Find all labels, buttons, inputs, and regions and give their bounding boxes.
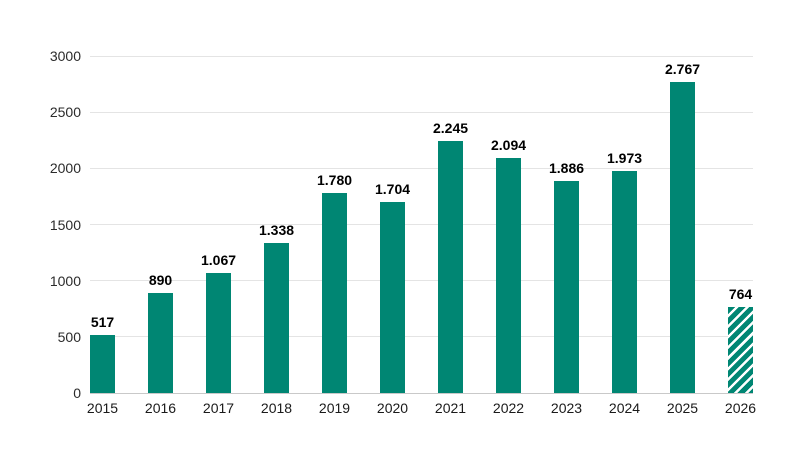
bar-value-label: 1.780 [316,172,353,189]
x-axis-tick-label: 2021 [434,400,467,416]
bar-value-label: 1.973 [606,150,643,167]
bar-group: 764 2026 [725,286,756,416]
bar-value-label: 517 [90,313,115,330]
bar-group: 2.767 2025 [665,61,700,416]
bar-value-label: 1.704 [374,180,411,197]
bar-group: 890 2016 [145,272,176,416]
y-axis-tick-label: 0 [73,385,81,401]
gridline [90,336,753,338]
bar-group: 1.067 2017 [201,252,236,416]
x-axis-tick-label: 2023 [550,400,583,416]
bar [380,201,405,393]
bar-value-label: 890 [148,272,173,289]
x-axis-tick-label: 2016 [144,400,177,416]
x-axis-tick-label: 2017 [202,400,235,416]
gridline [90,392,753,394]
bar-group: 2.094 2022 [491,137,526,416]
y-axis-tick-label: 1000 [49,272,81,289]
gridline [90,224,753,225]
bar [90,334,115,393]
bar [554,181,579,393]
bar-value-label: 2.767 [664,61,701,78]
y-axis-tick-label: 2500 [49,104,81,121]
bar-group: 1.886 2023 [549,160,584,416]
bar [612,171,637,393]
plot-area: 0 500 1000 1500 2000 2500 3000 517 2015 … [50,48,756,416]
x-axis-tick-label: 2015 [86,400,119,416]
x-axis-tick-label: 2022 [492,400,525,416]
bar-group: 1.338 2018 [259,222,294,416]
y-axis-tick-label: 1500 [49,216,81,233]
gridline [90,111,753,113]
bar [438,140,463,393]
x-axis-tick-label: 2024 [608,400,641,416]
bar-value-label: 1.067 [200,252,237,269]
gridline [90,167,753,169]
x-axis-tick-label: 2020 [376,400,409,416]
bar-group: 2.245 2021 [433,120,468,416]
gridline [90,280,753,282]
bar [322,193,347,393]
bar-value-label: 1.338 [258,221,295,238]
bar [728,307,753,393]
x-axis-tick-label: 2019 [318,400,351,416]
bar-group: 1.704 2020 [375,181,410,416]
bars-layer: 517 2015 890 2016 1.067 2017 1.338 2018 … [87,56,756,416]
x-axis-tick-label: 2025 [666,400,699,416]
y-axis-tick-label: 2000 [49,160,81,177]
bar-value-label: 2.094 [490,136,527,153]
bar-group: 1.780 2019 [317,172,352,416]
gridline [90,55,753,57]
bar [496,157,521,393]
x-axis-tick-label: 2018 [260,400,293,416]
bar-value-label: 1.886 [548,160,585,177]
bar-group: 1.973 2024 [607,150,642,416]
x-axis-tick-label: 2026 [724,400,757,416]
y-axis-tick-label: 500 [57,328,81,345]
bar [206,273,231,393]
bar-value-label: 2.245 [432,119,469,136]
bar-value-label: 764 [728,286,753,303]
bar [670,82,695,393]
bar [264,242,289,393]
bar-group: 517 2015 [87,314,118,416]
bar [148,293,173,393]
y-axis-tick-label: 3000 [49,48,81,64]
